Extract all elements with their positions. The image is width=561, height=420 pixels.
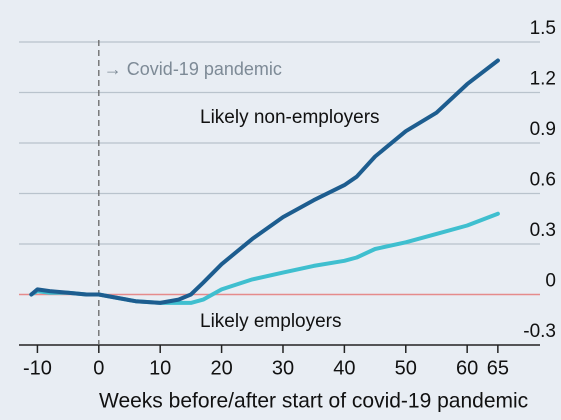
y-tick-label: 0.6 (530, 170, 556, 191)
y-tick-label: 1.5 (530, 18, 556, 39)
y-tick-label: -0.3 (523, 321, 556, 342)
x-axis-label: Weeks before/after start of covid-19 pan… (99, 390, 528, 413)
annotation: → Covid-19 pandemic (104, 59, 282, 79)
x-tick-label: 60 (456, 357, 478, 379)
y-tick-label: 0.9 (530, 119, 556, 140)
x-tick-label: 30 (272, 357, 294, 379)
x-tick-label: 40 (333, 357, 355, 379)
annotation: Likely non-employers (200, 107, 380, 128)
x-tick-label: 20 (210, 357, 232, 379)
x-tick-label: 65 (487, 357, 509, 379)
y-tick-label: 1.2 (530, 69, 556, 90)
y-tick-label: 0.3 (530, 220, 556, 241)
x-tick-label: -10 (23, 357, 52, 379)
x-tick-label: 50 (395, 357, 417, 379)
y-tick-label: 0 (545, 271, 556, 292)
line (29, 58, 500, 305)
x-tick-label: 0 (93, 357, 104, 379)
annotation: Likely employers (200, 311, 342, 332)
x-tick-label: 10 (149, 357, 171, 379)
line (29, 211, 500, 305)
